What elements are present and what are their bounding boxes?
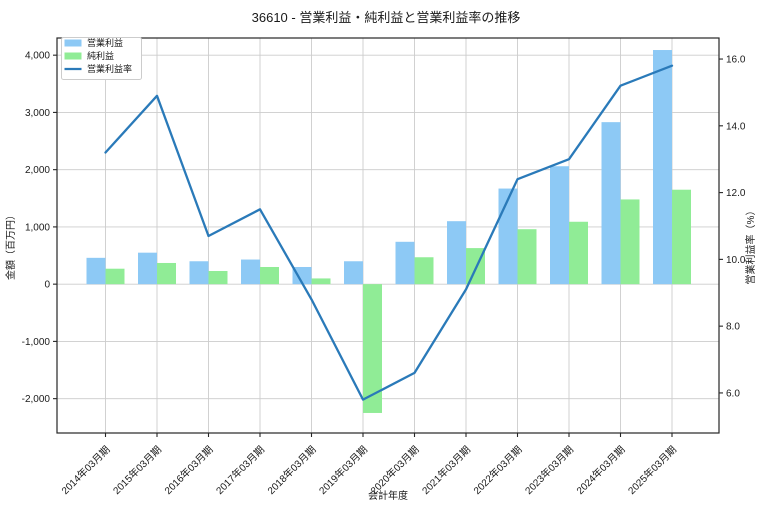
y-tick-label-left: -2,000 (22, 394, 51, 405)
y-axis-label-right: 営業利益率（%） (744, 206, 757, 285)
bar-operating-profit (653, 50, 672, 285)
bar-operating-profit (550, 166, 569, 285)
bar-net-profit (517, 229, 537, 285)
y-tick-label-right: 10.0 (726, 255, 746, 266)
y-tick-label-left: 3,000 (25, 108, 50, 119)
bar-operating-profit (292, 266, 312, 285)
bar-net-profit (311, 278, 331, 285)
bar-operating-profit (241, 259, 260, 285)
x-axis-label: 会計年度 (368, 489, 408, 502)
y-tick-label-left: 1,000 (25, 222, 50, 233)
bar-net-profit (157, 262, 176, 285)
legend-label: 営業利益 (87, 37, 123, 48)
bar-net-profit (569, 221, 588, 285)
y-tick-label-left: 2,000 (25, 165, 50, 176)
bar-operating-profit (86, 257, 106, 285)
chart-title: 36610 - 営業利益・純利益と営業利益率の推移 (252, 10, 521, 25)
bar-operating-profit (601, 122, 621, 285)
bar-operating-profit (395, 241, 415, 285)
legend-label: 純利益 (87, 50, 114, 61)
bar-net-profit (414, 257, 434, 285)
bar-operating-profit (138, 252, 157, 285)
bar-operating-profit (189, 261, 209, 285)
bar-net-profit (620, 199, 640, 285)
operating-margin-line (104, 64, 674, 401)
y-axis-label-left: 金額（百万円） (4, 210, 17, 280)
y-tick-label-left: -1,000 (22, 337, 51, 348)
y-tick-label-right: 8.0 (726, 322, 740, 333)
plot-border (56, 37, 720, 434)
legend-label: 営業利益率 (87, 63, 132, 74)
bar-net-profit (105, 268, 125, 285)
bar-net-profit (260, 266, 279, 285)
bar-operating-profit (344, 261, 363, 285)
bar-operating-profit (447, 221, 466, 285)
bar-net-profit (363, 284, 382, 413)
y-tick-label-left: 0 (44, 280, 50, 291)
legend-swatch (64, 39, 82, 47)
bar-net-profit (208, 270, 228, 285)
bar-operating-profit (498, 188, 518, 285)
y-tick-label-left: 4,000 (25, 51, 50, 62)
legend-swatch (64, 52, 82, 60)
y-tick-label-right: 12.0 (726, 188, 746, 199)
y-tick-label-right: 16.0 (726, 55, 746, 66)
y-tick-label-right: 14.0 (726, 121, 746, 132)
y-tick-label-right: 6.0 (726, 388, 740, 399)
bar-net-profit (672, 189, 691, 285)
